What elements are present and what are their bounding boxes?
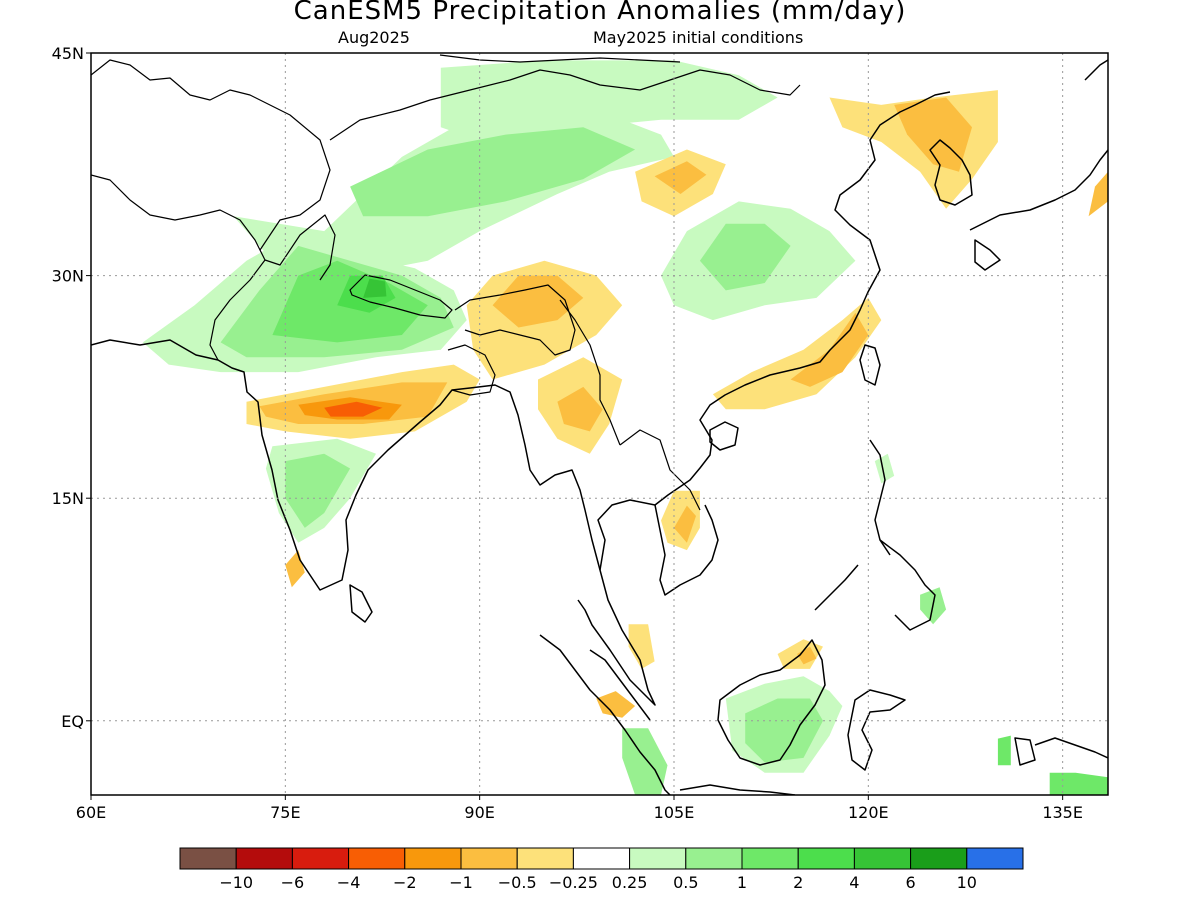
anomaly-japan-dry xyxy=(1088,171,1108,217)
anomaly-cambodia-dry-core xyxy=(674,505,696,543)
colorbar-swatch xyxy=(291,847,350,870)
coastline-taiwan xyxy=(859,344,881,386)
coastline-sumatra xyxy=(539,634,671,795)
colorbar-swatch xyxy=(404,847,462,870)
coastline-sulawesi xyxy=(847,689,906,771)
initial-conditions-label: May2025 initial conditions xyxy=(593,28,804,47)
anomaly-myanmar-dry-core xyxy=(557,386,603,432)
anomaly-tibet-north-wet-inner xyxy=(350,127,636,217)
colorbar-swatch xyxy=(235,847,293,870)
border-china-north xyxy=(329,69,801,141)
coastline-java xyxy=(679,784,796,795)
coastline-japan xyxy=(969,149,1108,231)
colorbar-label: −0.25 xyxy=(549,873,598,892)
coastline-new-guinea xyxy=(1034,737,1108,759)
anomaly-qinghai-dry-core xyxy=(654,161,707,194)
lat-tick-label: 30N xyxy=(52,267,84,286)
lat-tick-label: EQ xyxy=(61,712,84,731)
map-frame xyxy=(90,52,1109,796)
colorbar-swatch xyxy=(572,847,631,870)
anomaly-sabah-dry-core xyxy=(797,646,817,665)
coastline-halmahera xyxy=(1014,737,1036,766)
lon-tick-label: 60E xyxy=(76,803,106,822)
colorbar-swatch xyxy=(516,847,574,870)
colorbar-label: 0.25 xyxy=(612,873,648,892)
border-bangladesh xyxy=(447,344,496,396)
coastline-sri-lanka xyxy=(349,584,373,623)
anomaly-borneo-wet-core xyxy=(745,698,823,763)
anomaly-sumatra-dry xyxy=(596,691,636,718)
colorbar-label: −4 xyxy=(337,873,361,892)
border-india-pakistan xyxy=(264,214,336,281)
coastline-philippines-visayas xyxy=(879,539,936,631)
lat-tick-label: 45N xyxy=(52,44,84,63)
colorbar-label: 6 xyxy=(906,873,916,892)
longitude-axis: 60E 75E 90E 105E 120E 135E xyxy=(76,795,1083,822)
colorbar-swatch xyxy=(179,847,237,870)
colorbar-label: 0.5 xyxy=(673,873,698,892)
anomaly-seram-wet xyxy=(997,735,1011,766)
coastline-layer xyxy=(91,59,1108,795)
map-title: CanESM5 Precipitation Anomalies (mm/day) xyxy=(293,0,907,26)
anomaly-tibet-east-dry-core xyxy=(492,275,584,328)
lat-tick-label: 15N xyxy=(52,489,84,508)
coastline-japan-north xyxy=(1084,59,1108,81)
coastline-hainan xyxy=(709,421,739,451)
colorbar-label: 1 xyxy=(737,873,747,892)
anomaly-layer xyxy=(142,60,1108,795)
coastline-borneo xyxy=(717,639,826,766)
colorbar-swatch xyxy=(460,847,518,870)
colorbar: −10 −6 −4 −2 −1 −0.5 −0.25 0.25 0.5 1 2 4 6 10 xyxy=(179,847,1024,892)
anomaly-nepal-wet-peak xyxy=(363,278,387,298)
colorbar-label: 2 xyxy=(793,873,803,892)
coastline-indochina xyxy=(597,91,951,571)
coastline-sumatra-east xyxy=(589,649,651,721)
coastline-korea xyxy=(929,139,973,206)
colorbar-label: −2 xyxy=(393,873,417,892)
border-bhutan-ne-india xyxy=(454,284,576,356)
colorbar-swatch xyxy=(797,847,855,870)
grid-layer xyxy=(91,53,1108,795)
lon-tick-label: 120E xyxy=(848,803,889,822)
colorbar-swatch xyxy=(629,847,687,870)
anomaly-kerala-dry xyxy=(285,550,305,588)
colorbar-swatch xyxy=(910,847,968,870)
colorbar-label: −1 xyxy=(449,873,473,892)
anomaly-malaya-dry xyxy=(628,624,655,669)
border-nepal xyxy=(349,274,453,319)
latitude-axis: 45N 30N 15N EQ xyxy=(52,44,91,731)
colorbar-label: −10 xyxy=(219,873,253,892)
colorbar-swatch xyxy=(741,847,799,870)
anomaly-south-india-wet-core xyxy=(285,453,351,528)
forecast-month: Aug2025 xyxy=(338,28,410,47)
colorbar-swatch xyxy=(685,847,743,870)
anomaly-sumatra-south-wet xyxy=(622,728,668,795)
anomaly-korea-ne-china-dry-core xyxy=(894,97,972,172)
coastline-japan-south xyxy=(974,239,1001,271)
colorbar-label: −0.5 xyxy=(498,873,537,892)
anomaly-new-guinea-wet xyxy=(1049,772,1108,795)
border-myanmar-china xyxy=(559,299,621,446)
anomaly-luzon-wet xyxy=(874,453,895,484)
colorbar-swatch xyxy=(966,847,1024,870)
lon-tick-label: 135E xyxy=(1042,803,1083,822)
border-central-asia xyxy=(91,59,331,251)
lon-tick-label: 105E xyxy=(654,803,695,822)
lon-tick-label: 90E xyxy=(464,803,494,822)
lon-tick-label: 75E xyxy=(270,803,300,822)
border-thailand-laos xyxy=(619,429,701,511)
colorbar-swatch xyxy=(853,847,912,870)
coastline-palawan xyxy=(814,564,859,611)
colorbar-label: 10 xyxy=(957,873,977,892)
colorbar-swatch xyxy=(348,847,406,870)
anomaly-central-china-wet-core xyxy=(699,223,791,291)
coastline-cambodia-vietnam xyxy=(654,504,719,596)
colorbar-label: −6 xyxy=(281,873,305,892)
anomaly-central-india-dry-max xyxy=(324,401,383,417)
colorbar-label: 4 xyxy=(849,873,859,892)
border-afghanistan-pakistan xyxy=(91,174,266,361)
